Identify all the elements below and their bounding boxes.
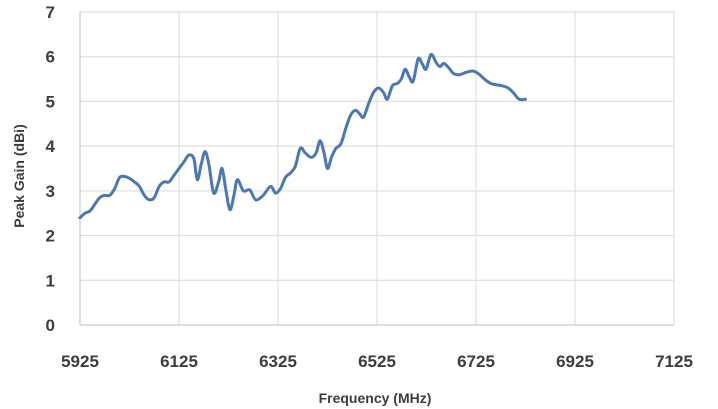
x-tick-label: 6525 [358, 352, 396, 371]
x-tick-label: 7125 [655, 352, 693, 371]
y-tick-label: 3 [46, 182, 55, 201]
y-tick-label: 6 [46, 48, 55, 67]
series-layer [78, 52, 527, 220]
x-tick-label: 6325 [259, 352, 297, 371]
y-tick-label: 1 [46, 271, 55, 290]
x-tick-label: 6125 [160, 352, 198, 371]
x-tick-labels: 5925 6125 6325 6525 6725 6925 7125 [61, 352, 693, 371]
y-tick-labels: 0 1 2 3 4 5 6 7 [46, 3, 56, 335]
y-tick-label: 5 [46, 92, 55, 111]
y-tick-label: 2 [46, 227, 55, 246]
x-tick-label: 5925 [61, 352, 99, 371]
axes [79, 12, 674, 326]
x-tick-label: 6925 [556, 352, 594, 371]
x-tick-label: 6725 [457, 352, 495, 371]
grid-lines [80, 11, 675, 325]
peak-gain-line [78, 52, 527, 220]
y-tick-label: 7 [46, 3, 55, 22]
y-axis-title: Peak Gain (dBi) [11, 124, 27, 227]
y-tick-label: 0 [46, 316, 55, 335]
y-tick-label: 4 [46, 137, 56, 156]
x-axis-title: Frequency (MHz) [319, 390, 432, 406]
